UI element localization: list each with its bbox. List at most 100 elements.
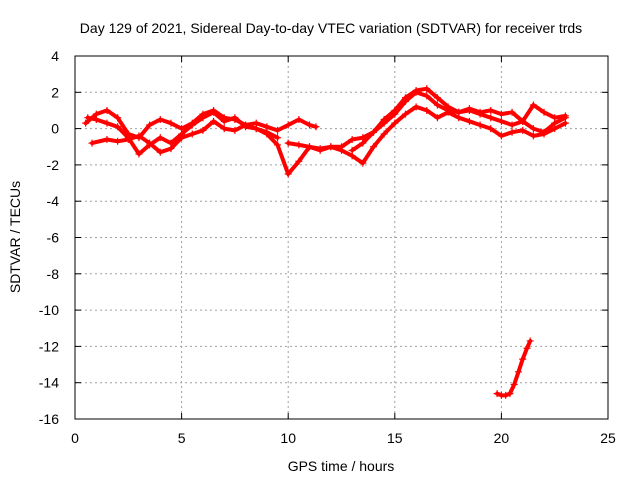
data-point <box>306 143 314 151</box>
data-point <box>359 139 367 147</box>
data-point <box>423 106 431 114</box>
data-point <box>540 128 548 136</box>
data-point <box>412 103 420 111</box>
y-tick-label: -16 <box>39 411 59 427</box>
data-point <box>124 135 132 143</box>
data-point <box>455 108 463 116</box>
y-tick-label: -14 <box>39 375 59 391</box>
data-point <box>88 139 96 147</box>
data-point <box>146 121 154 129</box>
y-tick-label: 2 <box>51 84 59 100</box>
data-point <box>540 108 548 116</box>
data-point <box>114 123 122 131</box>
data-point <box>284 139 292 147</box>
series-trace-f <box>493 337 534 399</box>
data-point <box>444 103 452 111</box>
data-point <box>114 114 122 122</box>
data-point <box>274 126 282 134</box>
data-point <box>476 108 484 116</box>
data-point <box>519 117 527 125</box>
y-tick-label: -12 <box>39 338 59 354</box>
data-point <box>178 134 186 142</box>
data-point <box>423 92 431 100</box>
data-point <box>199 126 207 134</box>
data-point <box>510 381 518 389</box>
data-point <box>423 85 431 93</box>
y-tick-label: -2 <box>47 157 60 173</box>
data-point <box>263 130 271 138</box>
data-point <box>519 126 527 134</box>
data-series <box>82 85 569 399</box>
data-point <box>306 121 314 129</box>
data-point <box>284 170 292 178</box>
data-point <box>502 391 510 399</box>
data-point <box>508 121 516 129</box>
data-point <box>188 121 196 129</box>
data-point <box>465 105 473 113</box>
data-point <box>519 355 527 363</box>
x-tick-label: 0 <box>71 430 79 446</box>
data-point <box>433 101 441 109</box>
data-point <box>465 117 473 125</box>
data-point <box>497 110 505 118</box>
data-point <box>487 114 495 122</box>
data-point <box>433 114 441 122</box>
x-axis-title: GPS time / hours <box>288 458 395 474</box>
data-point <box>274 141 282 149</box>
data-point <box>476 121 484 129</box>
data-point <box>412 86 420 94</box>
data-point <box>551 119 559 127</box>
data-point <box>146 139 154 147</box>
data-point <box>380 130 388 138</box>
data-point <box>401 94 409 102</box>
data-point <box>274 134 282 142</box>
data-point <box>242 121 250 129</box>
x-tick-label: 25 <box>600 430 616 446</box>
data-point <box>220 125 228 133</box>
y-tick-label: -4 <box>47 193 60 209</box>
data-point <box>348 135 356 143</box>
data-point <box>526 337 534 345</box>
data-point <box>487 125 495 133</box>
data-point <box>497 132 505 140</box>
data-point <box>369 128 377 136</box>
data-point <box>312 123 320 131</box>
y-tick-label: 0 <box>51 121 59 137</box>
data-point <box>295 116 303 124</box>
data-point <box>156 148 164 156</box>
data-point <box>84 114 92 122</box>
data-point <box>529 125 537 133</box>
data-point <box>391 119 399 127</box>
data-point <box>210 108 218 116</box>
data-point <box>295 141 303 149</box>
data-point <box>514 368 522 376</box>
data-point <box>529 101 537 109</box>
data-point <box>199 114 207 122</box>
data-point <box>561 114 569 122</box>
data-point <box>497 117 505 125</box>
data-point <box>82 119 90 127</box>
x-tick-label: 20 <box>494 430 510 446</box>
data-point <box>359 159 367 167</box>
y-tick-label: -8 <box>47 266 60 282</box>
data-point <box>369 143 377 151</box>
data-point <box>103 119 111 127</box>
data-point <box>188 130 196 138</box>
y-tick-label: -6 <box>47 230 60 246</box>
data-point <box>508 108 516 116</box>
data-point <box>156 134 164 142</box>
data-point <box>380 116 388 124</box>
chart-title: Day 129 of 2021, Sidereal Day-to-day VTE… <box>80 20 582 36</box>
data-point <box>284 121 292 129</box>
data-point <box>523 344 531 352</box>
data-point <box>295 157 303 165</box>
x-tick-label: 15 <box>387 430 403 446</box>
data-point <box>348 146 356 154</box>
y-tick-label: -10 <box>39 302 59 318</box>
x-tick-label: 10 <box>280 430 296 446</box>
data-point <box>135 132 143 140</box>
data-point <box>231 126 239 134</box>
data-point <box>156 116 164 124</box>
